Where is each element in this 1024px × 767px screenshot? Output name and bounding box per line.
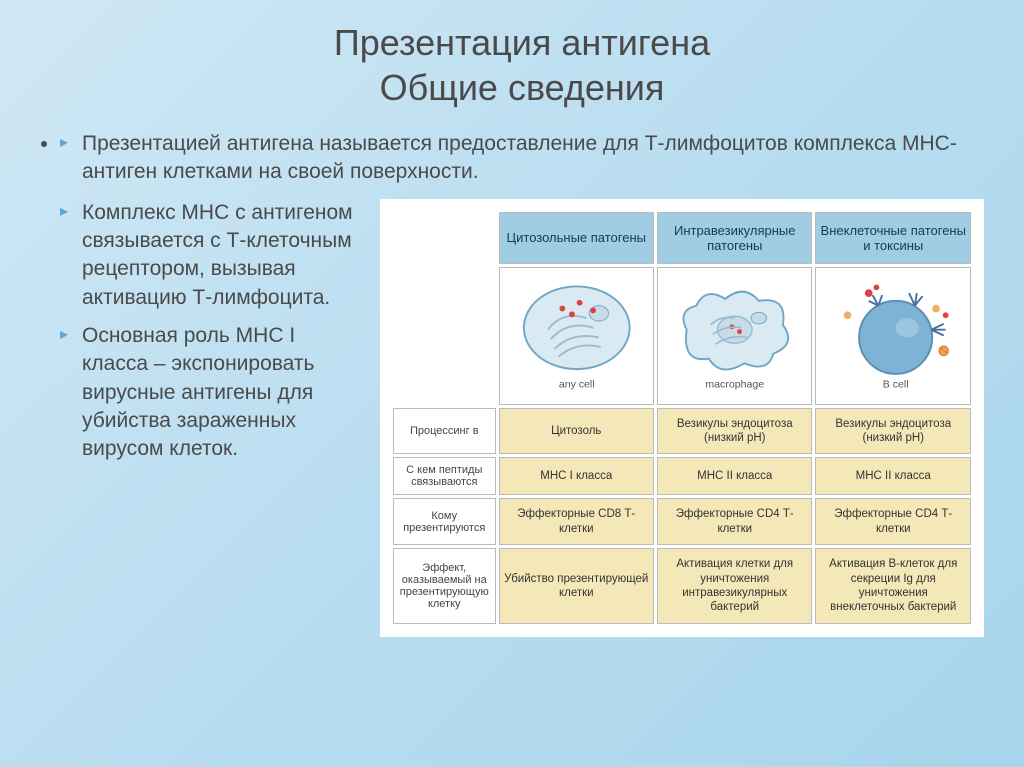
table-cell: Убийство презентирующей клетки	[499, 548, 654, 624]
table-cell: MHC I класса	[499, 457, 654, 495]
cell-caption: macrophage	[705, 378, 764, 390]
col-header: Внеклеточные патогены и токсины	[815, 212, 971, 264]
intro-list: Презентацией антигена называется предост…	[60, 130, 984, 187]
pathogen-diagram: Цитозольные патогены Интравезикулярные п…	[380, 199, 984, 637]
table-cell: Активация В-клеток для секреции Ig для у…	[815, 548, 971, 624]
table-row: Эффект, оказываемый на презентирующую кл…	[393, 548, 971, 624]
title-line-2: Общие сведения	[380, 67, 665, 108]
bullet-item: Основная роль MHC I класса – экспонирова…	[60, 322, 360, 464]
table-cell: Эффекторные CD8 Т-клетки	[499, 498, 654, 545]
bullet-item: Комплекс MHC с антигеном связывается с Т…	[60, 199, 360, 312]
table-header-row: Цитозольные патогены Интравезикулярные п…	[393, 212, 971, 264]
table-row: Процессинг в Цитозоль Везикулы эндоцитоз…	[393, 408, 971, 455]
cell-bcell: B cell	[815, 267, 971, 405]
table-cell: Эффекторные CD4 Т-клетки	[815, 498, 971, 545]
table-cell: MHC II класса	[657, 457, 812, 495]
cell-any: any cell	[499, 267, 654, 405]
table-row: Кому презентируются Эффекторные CD8 Т-кл…	[393, 498, 971, 545]
title-line-1: Презентация антигена	[334, 22, 710, 63]
table-cell: Эффекторные CD4 Т-клетки	[657, 498, 812, 545]
slide-title: Презентация антигена Общие сведения	[60, 20, 984, 110]
bullet-list: Комплекс MHC с антигеном связывается с Т…	[60, 199, 360, 474]
table-cell: MHC II класса	[815, 457, 971, 495]
table-cell: Везикулы эндоцитоза (низкий pH)	[657, 408, 812, 455]
cell-caption: B cell	[883, 378, 909, 390]
cell-caption: any cell	[558, 378, 594, 390]
cell-image-row: any cell macrophage	[393, 267, 971, 405]
cell-macrophage: macrophage	[657, 267, 812, 405]
col-header: Цитозольные патогены	[499, 212, 654, 264]
row-label: Эффект, оказываемый на презентирующую кл…	[393, 548, 496, 624]
table-row: С кем пептиды связываются MHC I класса M…	[393, 457, 971, 495]
row-label: Кому презентируются	[393, 498, 496, 545]
pathogen-table: Цитозольные патогены Интравезикулярные п…	[390, 209, 974, 627]
row-label: Процессинг в	[393, 408, 496, 455]
col-header: Интравезикулярные патогены	[657, 212, 812, 264]
table-cell: Активация клетки для уничтожения интраве…	[657, 548, 812, 624]
table-cell: Цитозоль	[499, 408, 654, 455]
intro-bullet: Презентацией антигена называется предост…	[60, 130, 984, 187]
row-label: С кем пептиды связываются	[393, 457, 496, 495]
table-cell: Везикулы эндоцитоза (низкий pH)	[815, 408, 971, 455]
content-row: Комплекс MHC с антигеном связывается с Т…	[60, 199, 984, 637]
